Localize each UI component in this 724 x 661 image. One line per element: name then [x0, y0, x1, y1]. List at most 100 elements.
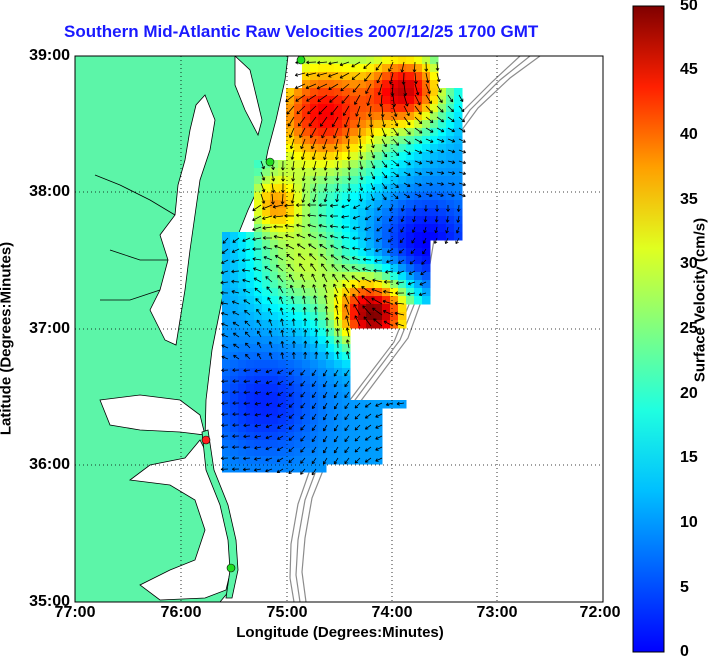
velocity-vector — [333, 446, 339, 454]
velocity-cell — [350, 56, 359, 65]
velocity-cell — [318, 216, 327, 225]
velocity-cell — [446, 176, 455, 185]
velocity-vector — [301, 171, 306, 182]
velocity-cell — [262, 288, 271, 297]
velocity-cell — [366, 448, 375, 457]
velocity-cell — [358, 320, 367, 329]
velocity-cell — [454, 152, 463, 161]
velocity-vector — [321, 263, 328, 272]
velocity-vector — [277, 380, 284, 385]
velocity-cell — [414, 200, 423, 209]
velocity-vector — [288, 402, 295, 408]
velocity-cell — [358, 208, 367, 217]
velocity-cell — [294, 296, 303, 305]
velocity-cell — [358, 128, 367, 137]
velocity-cell — [342, 88, 351, 97]
velocity-cell — [262, 304, 271, 313]
velocity-cell — [262, 280, 271, 289]
velocity-cell — [294, 384, 303, 393]
velocity-cell — [246, 400, 255, 409]
velocity-cell — [238, 288, 247, 297]
velocity-cell — [334, 128, 343, 137]
velocity-cell — [286, 456, 295, 465]
velocity-cell — [310, 64, 319, 73]
velocity-cell — [286, 128, 295, 137]
velocity-vector — [425, 171, 434, 175]
velocity-cell — [406, 200, 415, 209]
velocity-vector — [332, 273, 339, 283]
velocity-vector — [436, 105, 444, 113]
velocity-vector — [383, 280, 394, 284]
velocity-cell — [262, 256, 271, 265]
velocity-vector — [381, 182, 387, 190]
velocity-vector — [341, 274, 350, 283]
velocity-cell — [302, 304, 311, 313]
velocity-vector — [254, 424, 262, 428]
velocity-cell — [422, 200, 431, 209]
velocity-cell — [238, 296, 247, 305]
velocity-cell — [246, 312, 255, 321]
velocity-cell — [414, 144, 423, 153]
velocity-vector — [392, 149, 400, 156]
velocity-vector — [370, 171, 376, 180]
velocity-cell — [278, 392, 287, 401]
velocity-vector — [352, 226, 361, 230]
velocity-cell — [454, 176, 463, 185]
velocity-cell — [262, 440, 271, 449]
velocity-cell — [366, 72, 375, 81]
velocity-vector — [375, 457, 383, 462]
velocity-cell — [334, 376, 343, 385]
velocity-vector — [389, 204, 394, 212]
velocity-vector — [328, 72, 339, 78]
velocity-cell — [222, 368, 231, 377]
velocity-vector — [401, 72, 406, 85]
velocity-cell — [246, 288, 255, 297]
velocity-cell — [310, 440, 319, 449]
velocity-vector — [256, 319, 262, 327]
velocity-vector — [221, 259, 229, 264]
velocity-cell — [238, 368, 247, 377]
velocity-vector — [257, 330, 262, 338]
velocity-vector — [262, 204, 273, 210]
velocity-vector — [254, 401, 262, 406]
velocity-vector — [381, 193, 387, 201]
velocity-cell — [366, 168, 375, 177]
velocity-vector — [418, 292, 427, 297]
velocity-cell — [350, 424, 359, 433]
velocity-cell — [398, 88, 407, 97]
velocity-cell — [366, 208, 375, 217]
velocity-cell — [398, 208, 407, 217]
velocity-vector — [425, 83, 431, 95]
velocity-cell — [302, 128, 311, 137]
velocity-cell — [262, 224, 271, 233]
velocity-cell — [222, 352, 231, 361]
velocity-cell — [262, 448, 271, 457]
velocity-vector — [381, 116, 386, 128]
velocity-cell — [318, 160, 327, 169]
velocity-cell — [222, 456, 231, 465]
velocity-cell — [270, 256, 279, 265]
velocity-cell — [366, 264, 375, 273]
velocity-cell — [382, 320, 391, 329]
velocity-cell — [398, 72, 407, 81]
velocity-cell — [286, 320, 295, 329]
velocity-cell — [222, 264, 231, 273]
velocity-vector — [447, 116, 455, 123]
velocity-cell — [302, 184, 311, 193]
velocity-vector — [288, 424, 295, 430]
velocity-vector — [339, 72, 350, 79]
velocity-cell — [310, 416, 319, 425]
velocity-cell — [222, 400, 231, 409]
velocity-cell — [398, 96, 407, 105]
velocity-vector — [288, 391, 295, 397]
velocity-cell — [246, 384, 255, 393]
velocity-vector — [392, 171, 400, 178]
velocity-cell — [334, 240, 343, 249]
velocity-vector — [371, 297, 383, 305]
velocity-cell — [326, 88, 335, 97]
velocity-cell — [414, 208, 423, 217]
radar-site-marker — [265, 157, 275, 167]
velocity-cell — [358, 456, 367, 465]
velocity-cell — [238, 240, 247, 249]
velocity-vector — [329, 234, 339, 239]
